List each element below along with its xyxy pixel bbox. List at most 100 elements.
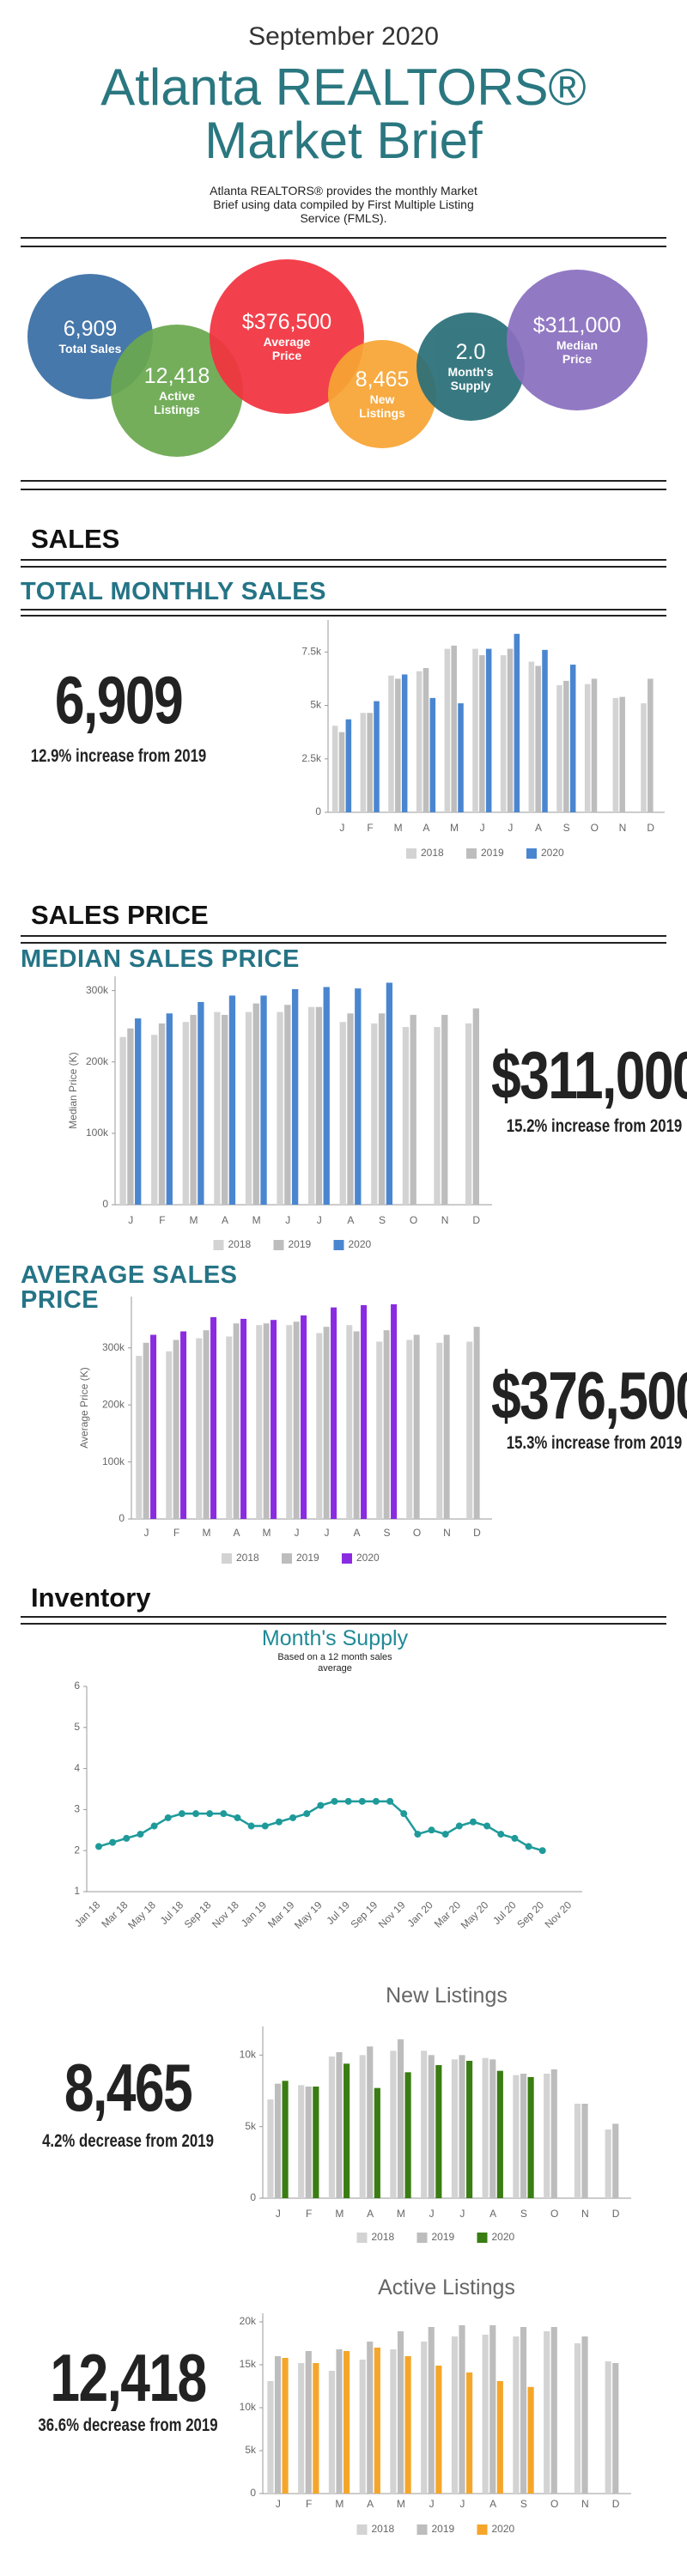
bar xyxy=(416,671,423,812)
y-tick-label: 300k xyxy=(86,984,109,996)
y-tick-label: 3 xyxy=(74,1803,80,1815)
x-tick-label: Mar 18 xyxy=(99,1899,131,1930)
legend-label: 2018 xyxy=(421,847,444,859)
legend-swatch xyxy=(526,848,537,859)
x-tick-label: F xyxy=(173,1527,179,1539)
bar xyxy=(428,2055,435,2198)
bar xyxy=(336,2052,343,2198)
y-tick-label: 2 xyxy=(74,1844,80,1856)
bar xyxy=(574,2343,581,2494)
x-tick-label: F xyxy=(159,1214,165,1226)
bar xyxy=(395,678,401,812)
bar xyxy=(584,683,591,812)
legend-label: 2019 xyxy=(289,1238,312,1250)
bar xyxy=(404,2072,411,2198)
chart-title: MEDIAN SALES PRICE xyxy=(21,945,300,973)
bubble-label: Active Listings xyxy=(154,388,200,416)
x-tick-label: M xyxy=(203,1527,211,1539)
x-tick-label: O xyxy=(413,1527,421,1539)
report-date: September 2020 xyxy=(248,22,439,51)
point xyxy=(150,1822,158,1830)
bar xyxy=(496,2381,503,2494)
bar xyxy=(443,1334,450,1519)
bar xyxy=(245,1012,252,1205)
x-tick-label: A xyxy=(367,2498,374,2510)
bar xyxy=(127,1028,134,1205)
divider xyxy=(21,237,666,247)
bar xyxy=(307,1006,315,1205)
bar xyxy=(378,1013,386,1205)
y-axis-label: Average Price (K) xyxy=(78,1367,90,1448)
bar xyxy=(359,2360,366,2494)
x-tick-label: J xyxy=(285,1214,290,1226)
x-tick-label: S xyxy=(379,1214,386,1226)
bar xyxy=(323,987,330,1205)
point xyxy=(428,1826,435,1834)
chart-title: TOTAL MONTHLY SALES xyxy=(21,578,326,605)
bar xyxy=(581,2336,588,2494)
point xyxy=(247,1822,255,1830)
y-tick-label: 100k xyxy=(86,1127,109,1139)
bar xyxy=(482,2335,489,2494)
y-tick-label: 0 xyxy=(250,2487,256,2499)
bar xyxy=(563,680,569,812)
bar xyxy=(291,988,299,1205)
bar xyxy=(256,1325,263,1519)
bar xyxy=(346,1325,353,1519)
x-tick-label: Mar 19 xyxy=(265,1899,297,1930)
bar xyxy=(367,713,373,812)
bar xyxy=(277,1012,283,1205)
x-tick-label: D xyxy=(473,1527,481,1539)
highlight-value: 12,418 xyxy=(50,2340,207,2415)
point xyxy=(234,1814,241,1821)
bar xyxy=(472,1008,480,1205)
y-tick-label: 200k xyxy=(86,1055,109,1067)
highlight: 4.2% decrease from 2019 xyxy=(25,2132,231,2150)
x-tick-label: Jan 18 xyxy=(72,1899,103,1929)
chart-title: AVERAGE SALES PRICE xyxy=(21,1261,238,1314)
point xyxy=(137,1831,144,1838)
x-tick-label: S xyxy=(520,2498,527,2510)
bar xyxy=(435,2065,442,2198)
legend-label: 2019 xyxy=(432,2231,455,2243)
y-tick-label: 5k xyxy=(245,2444,257,2456)
bar xyxy=(136,1356,143,1519)
bar xyxy=(401,674,408,812)
x-tick-label: A xyxy=(353,1527,360,1539)
bubble-value: 12,418 xyxy=(143,364,210,389)
x-tick-label: O xyxy=(591,822,599,834)
x-tick-label: Sep 18 xyxy=(182,1899,214,1930)
legend-swatch xyxy=(273,1240,284,1250)
x-tick-label: D xyxy=(612,2498,620,2510)
legend-label: 2018 xyxy=(372,2231,395,2243)
bar xyxy=(451,645,457,812)
legend-label: 2020 xyxy=(356,1552,380,1564)
bar xyxy=(479,655,485,812)
x-tick-label: May 18 xyxy=(125,1899,158,1931)
x-tick-label: D xyxy=(472,1214,480,1226)
legend-swatch xyxy=(406,848,416,859)
x-tick-label: M xyxy=(189,1214,198,1226)
x-tick-label: N xyxy=(443,1527,451,1539)
x-tick-label: Jan 19 xyxy=(239,1899,270,1929)
highlight: $311,000 xyxy=(491,1042,687,1109)
bar xyxy=(556,684,562,812)
point xyxy=(275,1818,283,1826)
bar xyxy=(298,2085,305,2198)
title-line: Atlanta REALTORS® xyxy=(100,58,587,116)
bar xyxy=(210,1316,217,1519)
bar xyxy=(482,2057,489,2198)
y-tick-label: 6 xyxy=(74,1680,80,1692)
bar xyxy=(282,2081,289,2198)
bar xyxy=(421,2050,428,2198)
x-tick-label: J xyxy=(325,1527,330,1539)
legend-swatch xyxy=(333,1240,344,1250)
x-tick-label: M xyxy=(394,822,403,834)
bar xyxy=(158,1023,166,1205)
bar xyxy=(260,995,267,1205)
point xyxy=(261,1822,269,1830)
bar xyxy=(190,1014,197,1205)
bar xyxy=(331,726,338,812)
bar xyxy=(527,2386,534,2494)
